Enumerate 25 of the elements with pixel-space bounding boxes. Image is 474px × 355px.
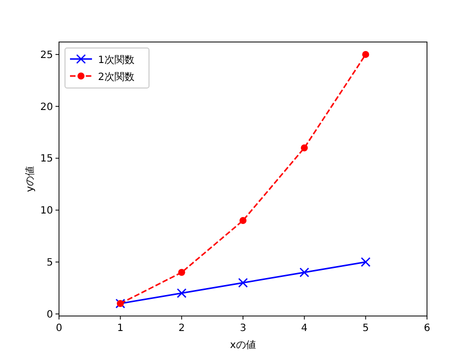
- x-axis-title: xの値: [230, 339, 256, 351]
- y-tick-label: 15: [40, 154, 53, 165]
- y-axis-title: yの値: [24, 166, 36, 192]
- x-tick-label: 1: [117, 323, 124, 334]
- x-tick-label: 2: [178, 323, 185, 334]
- y-tick-label: 0: [46, 309, 53, 320]
- legend-label: 1次関数: [98, 55, 134, 66]
- point: [299, 268, 310, 278]
- y-tick-label: 5: [46, 258, 53, 269]
- x-tick-label: 0: [56, 323, 62, 334]
- y-tick-label: 25: [40, 50, 53, 61]
- x-tick-label: 3: [240, 323, 246, 334]
- y-tick-label: 20: [40, 102, 53, 113]
- point: [360, 257, 371, 267]
- point: [176, 288, 187, 298]
- point: [238, 278, 248, 288]
- point: [178, 268, 186, 276]
- x-tick-label: 6: [424, 323, 430, 334]
- y-tick-label: 10: [40, 206, 53, 217]
- point: [240, 217, 246, 224]
- legend-label: 2次関数: [98, 72, 134, 83]
- x-tick-label: 5: [362, 323, 369, 334]
- x-tick-label: 4: [301, 323, 308, 334]
- point: [300, 144, 308, 152]
- point: [362, 50, 370, 58]
